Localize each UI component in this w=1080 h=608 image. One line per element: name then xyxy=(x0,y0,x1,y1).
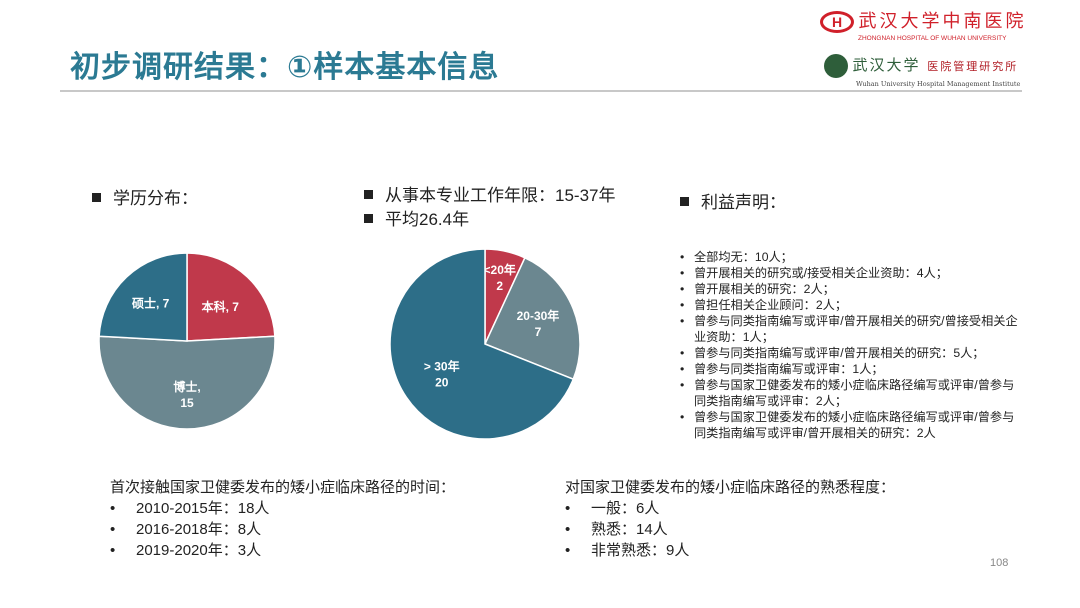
list-item: 曾参与同类指南编写或评审：1人； xyxy=(680,361,1025,377)
education-heading: 学历分布： xyxy=(92,184,198,209)
interest-heading: 利益声明： xyxy=(680,188,786,213)
list-item: 全部均无：10人； xyxy=(680,249,1025,265)
interest-list: 全部均无：10人；曾开展相关的研究或/接受相关企业资助：4人；曾开展相关的研究：… xyxy=(680,249,1025,441)
pie-slice xyxy=(98,335,276,430)
list-item: 非常熟悉：9人 xyxy=(565,540,895,561)
education-pie-chart: 本科, 7 博士, 15 硕士, 7 xyxy=(98,252,276,430)
work-years-pie-chart: <20年 2 20-30年 7 > 30年 20 xyxy=(389,248,581,440)
list-item: 一般：6人 xyxy=(565,498,895,519)
institute-name-en: Wuhan University Hospital Management Ins… xyxy=(856,80,1021,88)
list-item: 曾参与同类指南编写或评审/曾开展相关的研究/曾接受相关企业资助：1人； xyxy=(680,313,1025,345)
pie-slice xyxy=(186,252,276,342)
list-item: 曾参与国家卫健委发布的矮小症临床路径编写或评审/曾参与同类指南编写或评审：2人； xyxy=(680,377,1025,409)
institute-logo: 武汉大学 医院管理研究所 Wuhan University Hospital M… xyxy=(824,52,1034,88)
hospital-logo: H 武汉大学中南医院 ZHONGNAN HOSPITAL OF WUHAN UN… xyxy=(820,10,1030,46)
pie-label: 7 xyxy=(535,325,542,339)
list-item: 2010-2015年：18人 xyxy=(110,498,455,519)
list-item: 2016-2018年：8人 xyxy=(110,519,455,540)
first-contact-section: 首次接触国家卫健委发布的矮小症临床路径的时间： 2010-2015年：18人20… xyxy=(110,477,455,561)
list-item: 曾参与国家卫健委发布的矮小症临床路径编写或评审/曾参与同类指南编写或评审/曾开展… xyxy=(680,409,1025,441)
list-item: 曾担任相关企业顾问：2人； xyxy=(680,297,1025,313)
familiarity-section: 对国家卫健委发布的矮小症临床路径的熟悉程度： 一般：6人熟悉：14人非常熟悉：9… xyxy=(565,477,895,561)
university-seal-icon xyxy=(824,54,848,78)
pie-label: 20 xyxy=(435,375,449,389)
list-item: 2019-2020年：3人 xyxy=(110,540,455,561)
pie-label: 20-30年 xyxy=(517,308,560,323)
hospital-name-en: ZHONGNAN HOSPITAL OF WUHAN UNIVERSITY xyxy=(858,35,1007,43)
first-contact-heading: 首次接触国家卫健委发布的矮小症临床路径的时间： xyxy=(110,479,456,496)
pie-label: 15 xyxy=(180,396,194,410)
hospital-h-icon: H xyxy=(820,11,854,33)
page-number: 108 xyxy=(990,557,1009,569)
list-item: 熟悉：14人 xyxy=(565,519,895,540)
list-item: 曾参与同类指南编写或评审/曾开展相关的研究：5人； xyxy=(680,345,1025,361)
institute-university: 武汉大学 xyxy=(852,56,921,74)
hospital-name-cn: 武汉大学中南医院 xyxy=(858,11,1027,32)
pie-slice xyxy=(483,256,581,381)
pie-label: 博士, xyxy=(173,379,200,394)
familiarity-heading: 对国家卫健委发布的矮小症临床路径的熟悉程度： xyxy=(565,479,896,496)
work-years-heading: 从事本专业工作年限：15-37年 平均26.4年 xyxy=(364,184,615,232)
pie-label: 本科, 7 xyxy=(202,299,240,314)
pie-label: 2 xyxy=(496,279,503,293)
title-divider xyxy=(60,90,1022,92)
page-title: 初步调研结果：①样本基本信息 xyxy=(70,51,500,84)
pie-label: 硕士, 7 xyxy=(132,296,170,311)
pie-label: <20年 xyxy=(484,262,516,277)
pie-slice xyxy=(389,248,575,440)
pie-slice xyxy=(98,252,188,342)
list-item: 曾开展相关的研究或/接受相关企业资助：4人； xyxy=(680,265,1025,281)
institute-name-cn: 医院管理研究所 xyxy=(927,60,1019,73)
pie-label: > 30年 xyxy=(424,358,460,373)
list-item: 曾开展相关的研究：2人； xyxy=(680,281,1025,297)
